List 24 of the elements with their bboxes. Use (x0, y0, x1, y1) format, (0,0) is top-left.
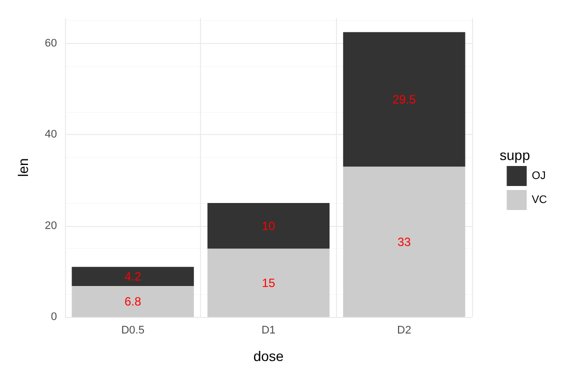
legend-label: VC (532, 194, 548, 206)
data-label: 15 (262, 276, 276, 290)
data-label: 10 (262, 218, 276, 233)
bar (207, 248, 330, 317)
bar (343, 32, 466, 167)
x-tick-label: D0.5 (121, 324, 144, 336)
data-label: 4.2 (124, 269, 142, 284)
x-tick-label: D2 (397, 324, 412, 336)
y-tick-label: 0 (50, 311, 57, 323)
y-tick-label: 40 (44, 128, 57, 141)
legend-label: OJ (532, 170, 546, 182)
data-label: 6.8 (124, 294, 142, 309)
y-axis-title: len (15, 158, 31, 177)
bar (343, 166, 466, 317)
y-tick-label: 60 (44, 38, 57, 50)
bar (207, 203, 330, 249)
legend-title: supp (500, 147, 530, 163)
bar (72, 286, 194, 317)
data-label: 33 (397, 234, 412, 249)
data-label: 29.5 (392, 92, 416, 106)
y-tick-label: 20 (44, 220, 57, 232)
x-tick-label: D1 (261, 324, 276, 336)
bar (72, 266, 194, 286)
x-axis-title: dose (253, 348, 284, 364)
